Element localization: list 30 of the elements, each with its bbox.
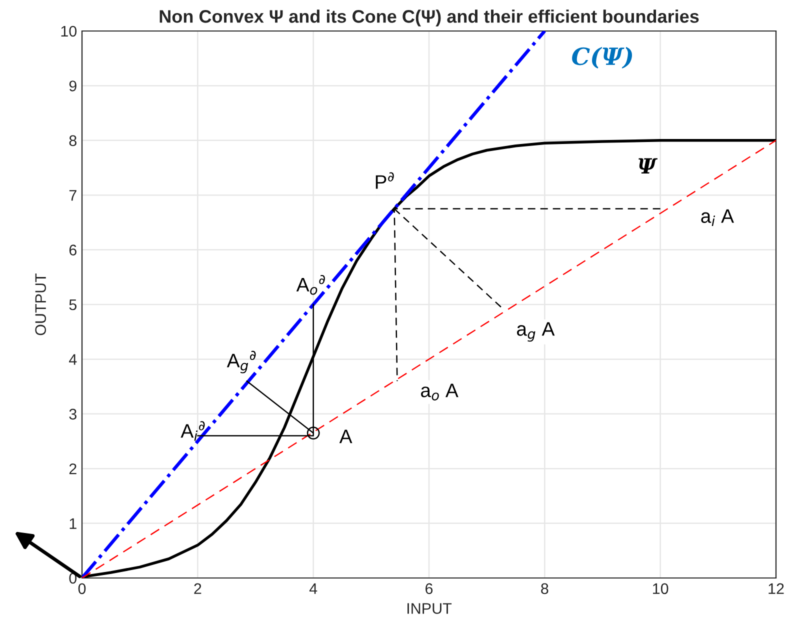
x-tick-label: 6 — [426, 583, 433, 594]
x-tick-label: 10 — [653, 583, 668, 594]
y-tick-label: 7 — [69, 190, 76, 201]
x-axis-title: INPUT — [407, 603, 452, 614]
y-axis-title: OUTPUT — [35, 273, 46, 336]
y-tick-label: 10 — [61, 26, 77, 37]
y-tick-label: 6 — [69, 244, 76, 256]
x-tick-label: 0 — [78, 583, 86, 594]
annotation: a$_{o}$ A — [421, 384, 458, 400]
chart-title: Non Convex Ψ and its Cone C(Ψ) and their efficient boundaries — [160, 10, 699, 26]
y-tick-label: 3 — [69, 408, 76, 420]
y-tick-label: 8 — [69, 135, 76, 146]
x-tick-label: 12 — [768, 583, 784, 594]
annotation: A$_{g}$$^{∂}$ — [226, 350, 256, 374]
y-tick-label: 5 — [69, 300, 76, 310]
annotation: C(Ψ) — [572, 46, 632, 69]
annotation: A$_{o}$$^{∂}$ — [296, 274, 325, 295]
annotation: A$_{i}$$^{∂}$ — [180, 421, 205, 441]
x-tick-label: 8 — [541, 583, 548, 594]
x-tick-label: 4 — [309, 583, 318, 594]
annotation: a$_{i}$ A — [701, 209, 734, 226]
y-tick-label: 4 — [68, 354, 77, 365]
annotation: A — [339, 430, 352, 444]
annotation: a$_{g}$ A — [517, 322, 555, 342]
x-tick-label: 2 — [194, 583, 202, 594]
annotation: Ψ — [638, 158, 658, 174]
annotation: P$^{∂}$ — [376, 172, 394, 189]
y-tick-label: 2 — [69, 463, 76, 474]
y-tick-label: 9 — [69, 80, 76, 92]
y-tick-label: 1 — [70, 518, 76, 529]
